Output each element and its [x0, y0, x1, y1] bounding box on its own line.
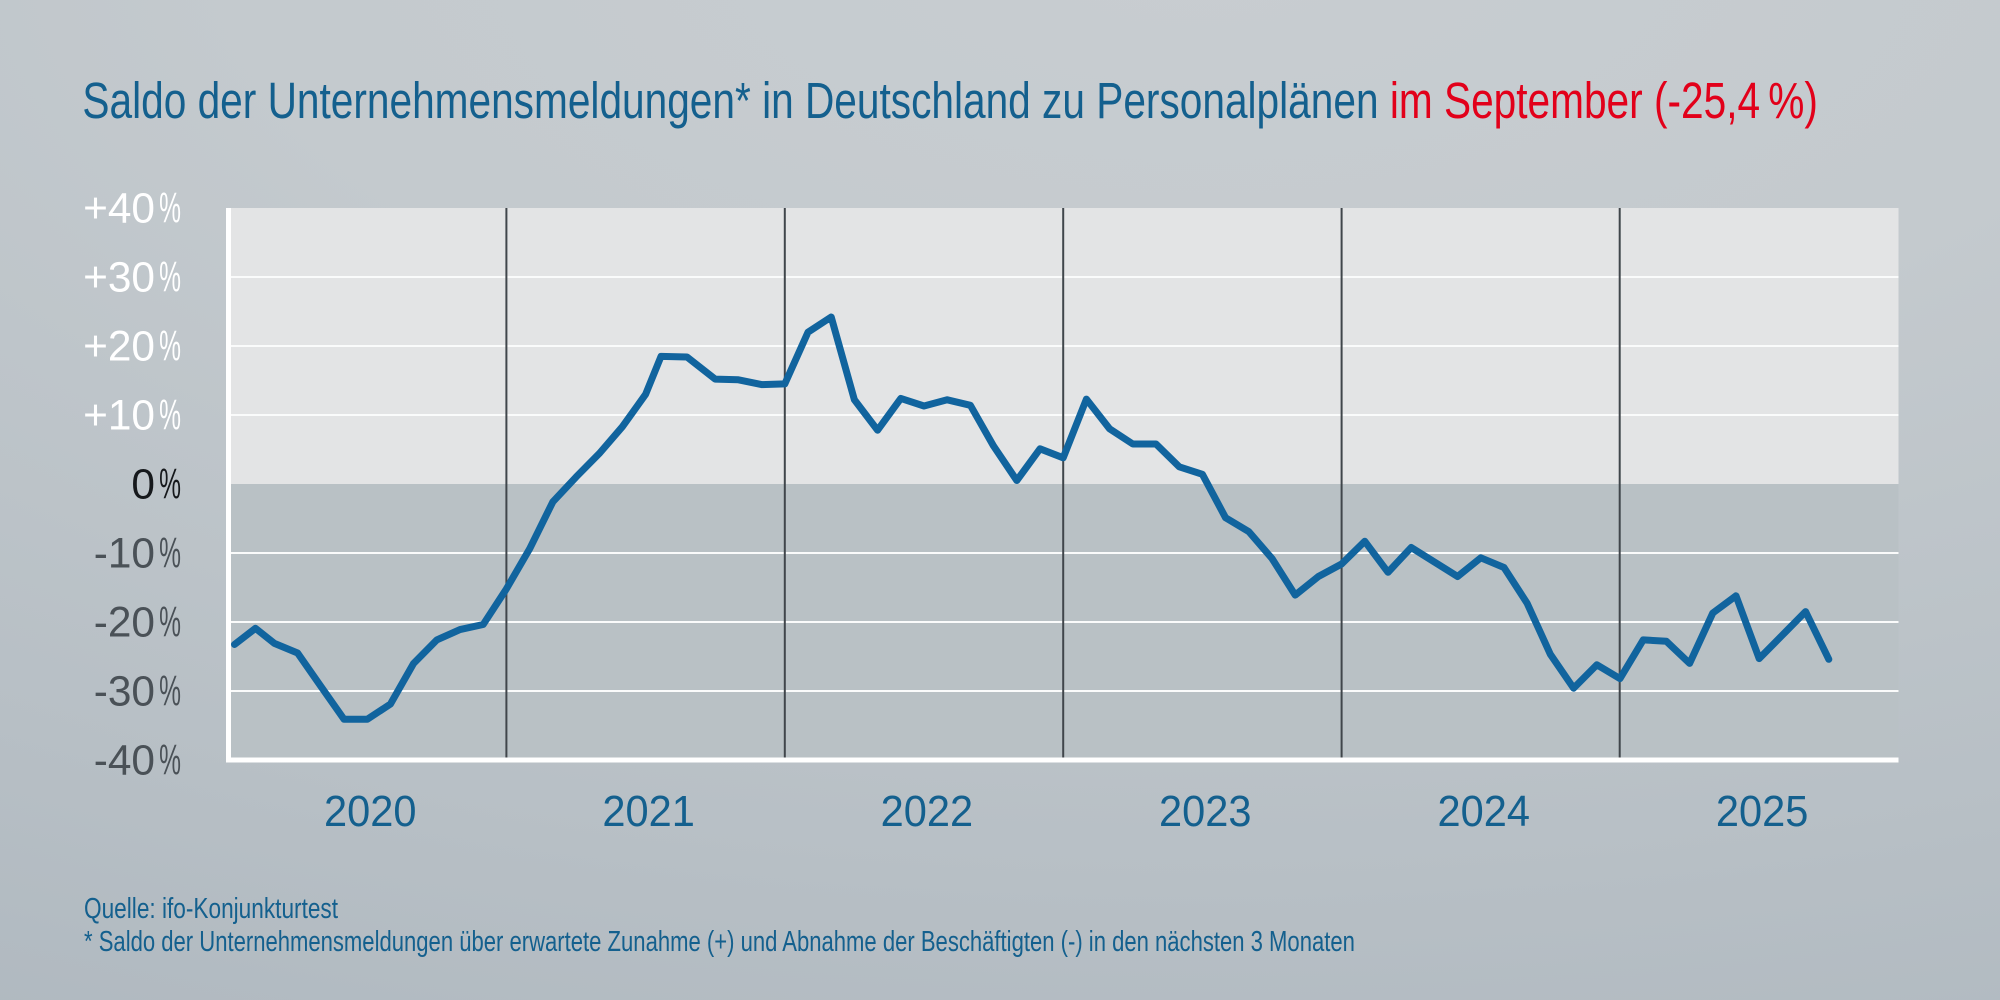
svg-text:2025: 2025: [1716, 787, 1808, 836]
svg-text:%: %: [159, 600, 181, 646]
svg-text:%: %: [159, 462, 181, 508]
svg-text:-10: -10: [94, 530, 155, 577]
svg-text:2023: 2023: [1159, 787, 1251, 836]
svg-text:2024: 2024: [1437, 787, 1529, 836]
svg-text:0: 0: [131, 461, 155, 508]
svg-text:%: %: [159, 324, 181, 370]
svg-text:%: %: [159, 531, 181, 577]
svg-text:-20: -20: [94, 599, 155, 646]
svg-text:+30: +30: [83, 254, 155, 301]
svg-text:%: %: [159, 738, 181, 784]
svg-text:2021: 2021: [602, 787, 694, 836]
svg-text:%: %: [159, 255, 181, 301]
svg-text:-40: -40: [94, 737, 155, 784]
svg-text:+20: +20: [83, 323, 155, 370]
svg-text:* Saldo der Unternehmensmeldun: * Saldo der Unternehmensmeldungen über e…: [84, 926, 1355, 957]
svg-text:-30: -30: [94, 668, 155, 715]
svg-text:+10: +10: [83, 392, 155, 439]
svg-text:+40: +40: [83, 185, 155, 232]
svg-text:2022: 2022: [881, 787, 973, 836]
svg-text:Saldo der Unternehmensmeldunge: Saldo der Unternehmensmeldungen* in Deut…: [82, 72, 1817, 130]
svg-text:%: %: [159, 186, 181, 232]
svg-text:Quelle: ifo-Konjunkturtest: Quelle: ifo-Konjunkturtest: [84, 894, 338, 925]
svg-text:%: %: [159, 393, 181, 439]
svg-text:2020: 2020: [324, 787, 416, 836]
svg-text:%: %: [159, 669, 181, 715]
